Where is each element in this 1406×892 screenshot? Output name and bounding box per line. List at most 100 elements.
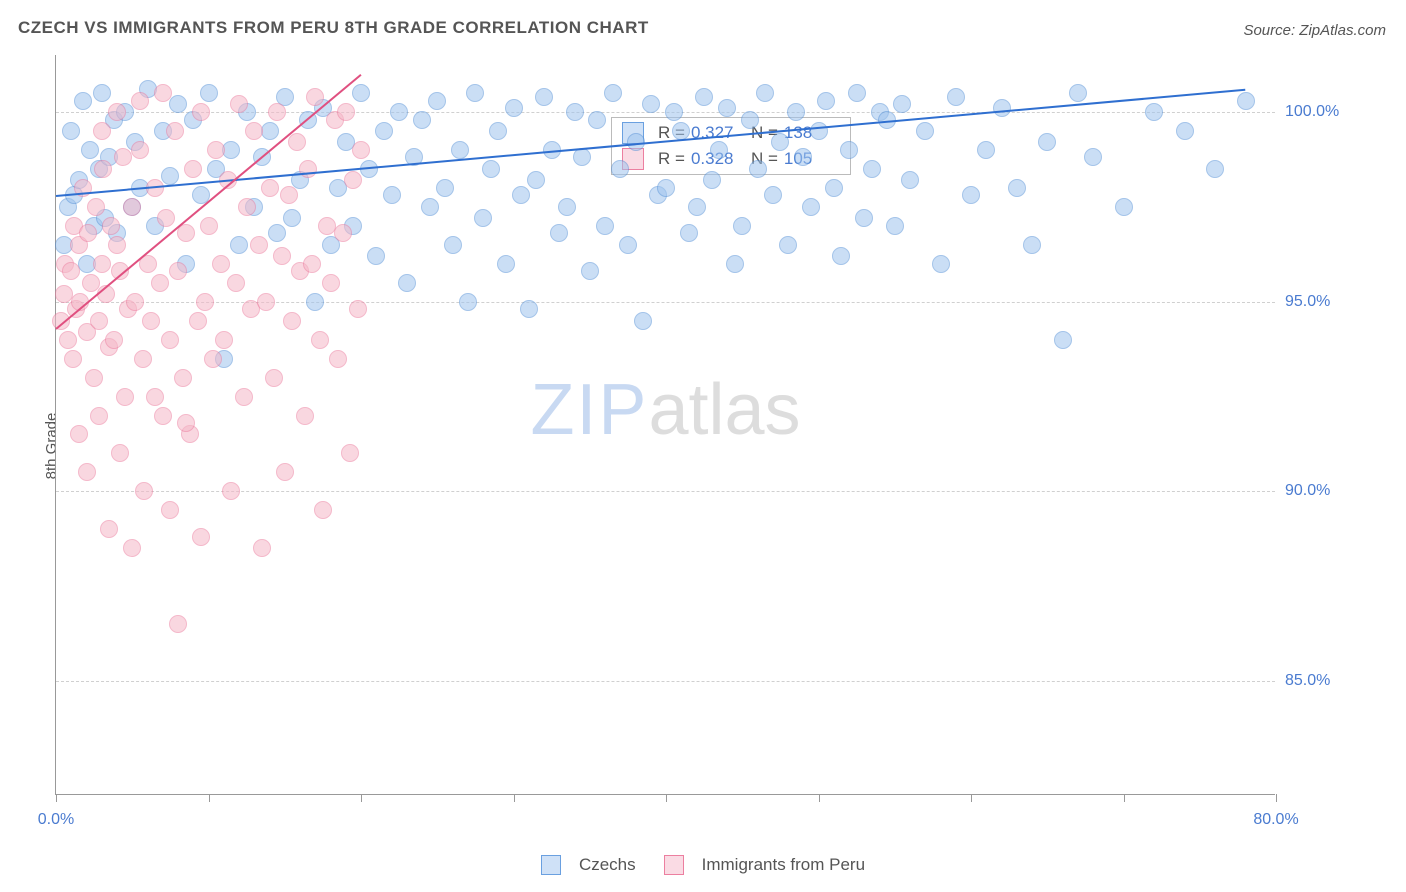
- data-point: [166, 122, 184, 140]
- data-point: [893, 95, 911, 113]
- data-point: [863, 160, 881, 178]
- legend-swatch: [541, 855, 561, 875]
- data-point: [1008, 179, 1026, 197]
- data-point: [779, 236, 797, 254]
- data-point: [100, 520, 118, 538]
- data-point: [161, 331, 179, 349]
- x-tick: [209, 794, 210, 802]
- data-point: [238, 198, 256, 216]
- data-point: [161, 501, 179, 519]
- data-point: [428, 92, 446, 110]
- data-point: [718, 99, 736, 117]
- data-point: [550, 224, 568, 242]
- data-point: [189, 312, 207, 330]
- data-point: [90, 312, 108, 330]
- x-tick: [819, 794, 820, 802]
- x-tick-label: 0.0%: [38, 811, 74, 829]
- data-point: [81, 141, 99, 159]
- data-point: [901, 171, 919, 189]
- data-point: [710, 141, 728, 159]
- data-point: [855, 209, 873, 227]
- data-point: [840, 141, 858, 159]
- data-point: [344, 171, 362, 189]
- data-point: [135, 482, 153, 500]
- data-point: [177, 414, 195, 432]
- watermark-right: atlas: [648, 370, 800, 450]
- data-point: [657, 179, 675, 197]
- data-point: [306, 88, 324, 106]
- data-point: [93, 255, 111, 273]
- plot-area: ZIPatlas R =0.327N =138R =0.328N =105 85…: [55, 55, 1275, 795]
- x-tick: [514, 794, 515, 802]
- data-point: [672, 122, 690, 140]
- data-point: [451, 141, 469, 159]
- data-point: [329, 350, 347, 368]
- data-point: [306, 293, 324, 311]
- data-point: [59, 331, 77, 349]
- data-point: [932, 255, 950, 273]
- data-point: [810, 122, 828, 140]
- data-point: [771, 133, 789, 151]
- data-point: [367, 247, 385, 265]
- data-point: [174, 369, 192, 387]
- data-point: [680, 224, 698, 242]
- data-point: [444, 236, 462, 254]
- x-tick: [1276, 794, 1277, 802]
- data-point: [741, 111, 759, 129]
- data-point: [74, 92, 92, 110]
- data-point: [123, 539, 141, 557]
- data-point: [497, 255, 515, 273]
- data-point: [466, 84, 484, 102]
- data-point: [1206, 160, 1224, 178]
- data-point: [886, 217, 904, 235]
- data-point: [114, 148, 132, 166]
- stats-legend-row: R =0.328N =105: [612, 146, 850, 172]
- data-point: [283, 209, 301, 227]
- data-point: [288, 133, 306, 151]
- data-point: [337, 103, 355, 121]
- legend-label: Czechs: [579, 855, 636, 875]
- data-point: [111, 444, 129, 462]
- data-point: [977, 141, 995, 159]
- data-point: [334, 224, 352, 242]
- data-point: [413, 111, 431, 129]
- data-point: [157, 209, 175, 227]
- data-point: [573, 148, 591, 166]
- data-point: [105, 331, 123, 349]
- data-point: [311, 331, 329, 349]
- data-point: [64, 350, 82, 368]
- data-point: [527, 171, 545, 189]
- data-point: [134, 350, 152, 368]
- data-point: [916, 122, 934, 140]
- data-point: [154, 407, 172, 425]
- gridline: [56, 302, 1275, 303]
- data-point: [55, 285, 73, 303]
- chart-title: CZECH VS IMMIGRANTS FROM PERU 8TH GRADE …: [18, 18, 649, 38]
- stat-r-label: R =: [658, 149, 685, 169]
- data-point: [1145, 103, 1163, 121]
- data-point: [108, 103, 126, 121]
- data-point: [375, 122, 393, 140]
- series-legend: CzechsImmigrants from Peru: [0, 855, 1406, 880]
- x-tick: [1124, 794, 1125, 802]
- data-point: [341, 444, 359, 462]
- data-point: [230, 236, 248, 254]
- data-point: [87, 198, 105, 216]
- data-point: [227, 274, 245, 292]
- data-point: [146, 388, 164, 406]
- data-point: [764, 186, 782, 204]
- data-point: [611, 160, 629, 178]
- data-point: [688, 198, 706, 216]
- data-point: [250, 236, 268, 254]
- data-point: [90, 407, 108, 425]
- data-point: [1069, 84, 1087, 102]
- data-point: [151, 274, 169, 292]
- data-point: [558, 198, 576, 216]
- x-tick: [666, 794, 667, 802]
- data-point: [169, 95, 187, 113]
- data-point: [108, 236, 126, 254]
- watermark: ZIPatlas: [530, 369, 800, 451]
- x-tick: [361, 794, 362, 802]
- data-point: [204, 350, 222, 368]
- data-point: [520, 300, 538, 318]
